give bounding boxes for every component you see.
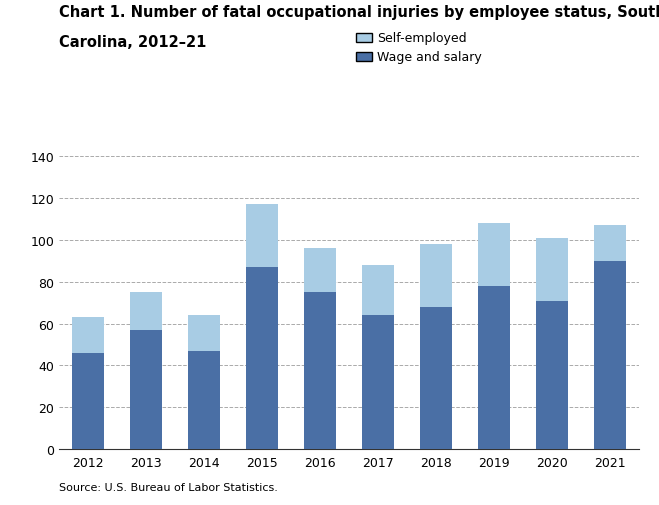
Bar <box>304 292 336 449</box>
Bar <box>362 316 394 449</box>
Bar <box>478 224 510 286</box>
Bar <box>246 268 278 449</box>
Bar <box>72 318 104 353</box>
Bar <box>420 244 452 307</box>
Bar <box>130 292 162 330</box>
Bar <box>536 238 568 301</box>
Bar <box>362 265 394 316</box>
Bar <box>420 307 452 449</box>
Bar <box>304 248 336 292</box>
Text: Carolina, 2012–21: Carolina, 2012–21 <box>59 35 207 50</box>
Text: Wage and salary: Wage and salary <box>377 51 482 64</box>
Bar <box>188 316 220 351</box>
Bar <box>246 205 278 268</box>
Bar <box>72 353 104 449</box>
Bar <box>188 351 220 449</box>
Text: Self-employed: Self-employed <box>377 32 467 45</box>
Bar <box>594 261 626 449</box>
Bar <box>478 286 510 449</box>
Text: Chart 1. Number of fatal occupational injuries by employee status, South: Chart 1. Number of fatal occupational in… <box>59 5 659 20</box>
Text: Source: U.S. Bureau of Labor Statistics.: Source: U.S. Bureau of Labor Statistics. <box>59 482 278 492</box>
Bar <box>594 226 626 261</box>
Bar <box>536 301 568 449</box>
Bar <box>130 330 162 449</box>
